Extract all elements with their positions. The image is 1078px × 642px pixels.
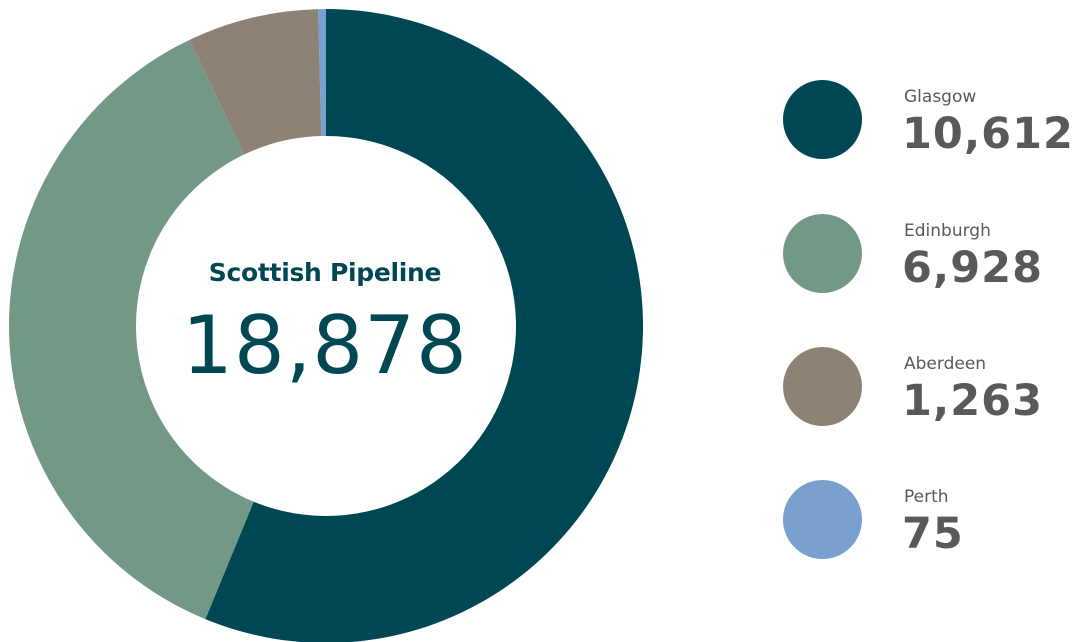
legend-item-perth: Perth 75: [783, 480, 1078, 560]
legend-swatch-glasgow: [783, 80, 862, 159]
legend-value-aberdeen: 1,263: [902, 376, 1044, 426]
legend-item-edinburgh: Edinburgh 6,928: [783, 214, 1078, 294]
legend-swatch-edinburgh: [783, 214, 862, 293]
legend-value-perth: 75: [902, 509, 964, 559]
legend-label-glasgow: Glasgow: [904, 87, 977, 107]
legend-item-aberdeen: Aberdeen 1,263: [783, 347, 1078, 427]
donut-slice-edinburgh: [8, 39, 254, 620]
legend-item-glasgow: Glasgow 10,612: [783, 80, 1078, 160]
legend-swatch-perth: [783, 480, 862, 559]
legend-value-edinburgh: 6,928: [902, 243, 1044, 293]
legend-label-edinburgh: Edinburgh: [904, 221, 991, 241]
donut-slice-perth: [318, 9, 326, 137]
donut-slice-aberdeen: [189, 9, 322, 155]
legend: Glasgow 10,612 Edinburgh 6,928 Aberdeen …: [783, 80, 1078, 580]
donut-slice-glasgow: [205, 9, 643, 642]
chart-center-title: Scottish Pipeline: [208, 258, 442, 287]
donut-chart: [8, 9, 643, 642]
legend-swatch-aberdeen: [783, 347, 862, 426]
legend-label-aberdeen: Aberdeen: [904, 354, 987, 374]
legend-label-perth: Perth: [904, 487, 949, 507]
chart-center-total: 18,878: [182, 299, 468, 392]
legend-value-glasgow: 10,612: [902, 109, 1074, 159]
